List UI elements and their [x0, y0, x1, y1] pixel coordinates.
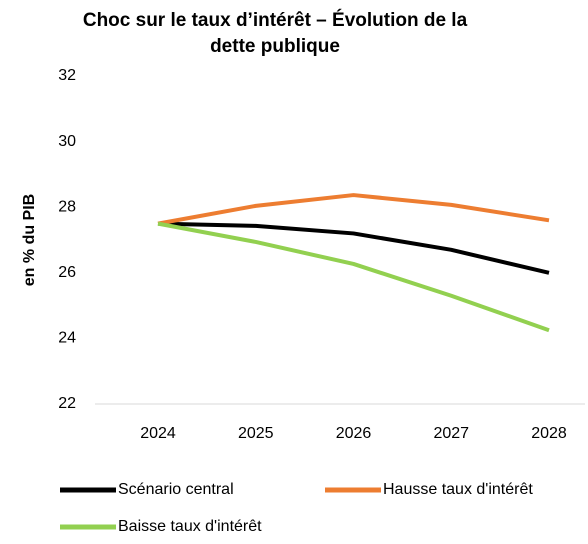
x-tick-label: 2024	[140, 425, 176, 442]
legend-label: Hausse taux d'intérêt	[383, 481, 533, 498]
x-tick-label: 2027	[433, 425, 469, 442]
chart-title: Choc sur le taux d’intérêt – Évolution d…	[82, 10, 468, 57]
y-axis-label: en % du PIB	[21, 194, 38, 286]
legend-label: Baisse taux d'intérêt	[118, 518, 262, 535]
x-tick-label: 2025	[238, 425, 274, 442]
y-tick-label: 22	[58, 395, 76, 412]
series-line	[157, 221, 550, 275]
x-tick-label: 2028	[531, 425, 567, 442]
series-line	[157, 221, 550, 333]
x-tick-label: 2026	[336, 425, 372, 442]
y-tick-label: 30	[58, 133, 76, 150]
legend-label: Scénario central	[118, 481, 234, 498]
series-line	[157, 193, 550, 226]
y-tick-label: 32	[58, 67, 76, 84]
y-tick-label: 24	[58, 330, 76, 347]
y-tick-label: 26	[58, 264, 76, 281]
y-tick-label: 28	[58, 198, 76, 215]
